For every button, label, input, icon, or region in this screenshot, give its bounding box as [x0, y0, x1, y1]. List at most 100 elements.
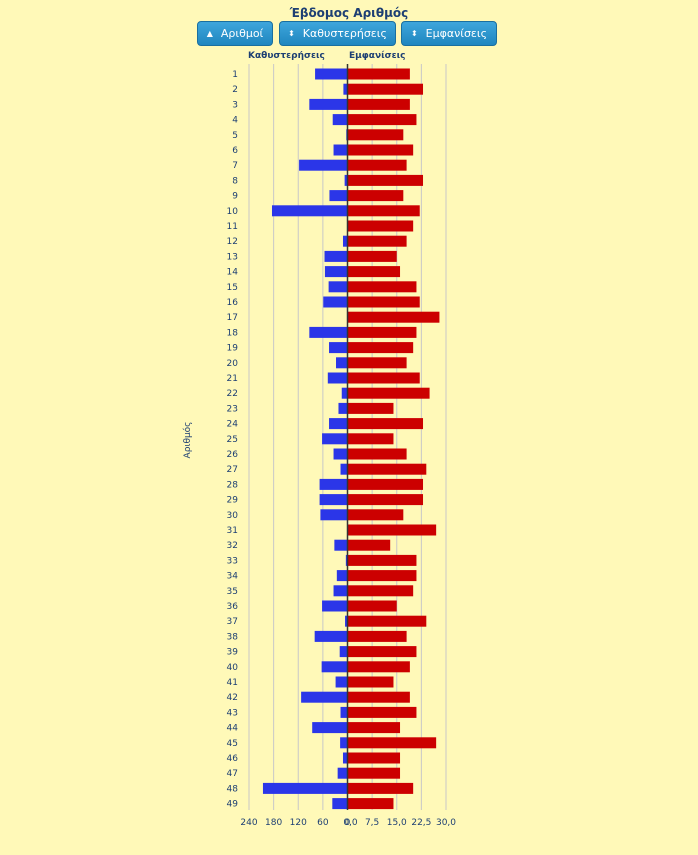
delay-bar	[309, 326, 348, 338]
appearance-bar	[347, 539, 391, 551]
category-label: 15	[227, 283, 238, 293]
delay-bar	[322, 600, 348, 612]
category-label: 8	[232, 176, 238, 186]
delays-column-header: Καθυστερήσεις	[248, 51, 325, 61]
appearance-bar	[347, 144, 414, 156]
appearance-bar	[347, 722, 401, 734]
category-label: 49	[227, 800, 239, 810]
appearance-bar	[347, 250, 397, 262]
category-label: 29	[227, 496, 239, 506]
category-label: 19	[227, 344, 239, 354]
sort-by-number-label: Αριθμοί	[220, 27, 264, 40]
appearance-bar	[347, 114, 417, 126]
appearance-bar	[347, 752, 401, 764]
appearance-bar	[347, 494, 424, 506]
delay-bar	[341, 387, 348, 399]
delay-bar	[332, 114, 348, 126]
appearance-bar	[347, 418, 424, 430]
delay-bar	[335, 676, 348, 688]
appearance-bar	[347, 798, 394, 810]
delay-bar	[322, 433, 348, 445]
category-label: 9	[232, 192, 238, 202]
delay-bar	[328, 281, 348, 293]
delay-bar	[343, 83, 348, 95]
category-label: 38	[227, 632, 239, 642]
delay-bar	[345, 554, 348, 566]
category-label: 25	[227, 435, 238, 445]
delay-bar	[334, 539, 348, 551]
appearance-bar	[347, 782, 414, 794]
category-label: 3	[232, 100, 238, 110]
category-label: 34	[227, 572, 239, 582]
delay-bar	[312, 722, 348, 734]
appearance-bar	[347, 68, 410, 80]
sort-icon: ⬍	[410, 29, 418, 38]
appearance-bar	[347, 585, 414, 597]
sort-by-number-button[interactable]: ▲ Αριθμοί	[197, 21, 273, 46]
category-label: 39	[227, 648, 239, 658]
category-label: 42	[227, 693, 238, 703]
appearance-bar	[347, 342, 414, 354]
appearance-bar	[347, 524, 437, 536]
category-label: 1	[232, 70, 238, 80]
category-label: 16	[227, 298, 239, 308]
sort-by-delays-button[interactable]: ⬍ Καθυστερήσεις	[279, 21, 396, 46]
appearance-bar	[347, 554, 417, 566]
appearance-bar	[347, 402, 394, 414]
delay-bar	[262, 782, 348, 794]
appearance-bar	[347, 706, 417, 718]
appearance-bar	[347, 83, 424, 95]
delay-bar	[329, 418, 348, 430]
category-label: 6	[232, 146, 238, 156]
delay-bar	[319, 494, 348, 506]
appearance-bar	[347, 326, 417, 338]
appearance-bar	[347, 600, 397, 612]
appearance-bar	[347, 691, 410, 703]
appearance-bar	[347, 463, 427, 475]
appearance-bar	[347, 387, 430, 399]
category-label: 35	[227, 587, 238, 597]
triangle-up-icon: ▲	[206, 29, 213, 38]
delay-bar	[338, 402, 348, 414]
appearance-bar	[347, 205, 420, 217]
appearance-bar	[347, 174, 424, 186]
category-label: 24	[227, 420, 239, 430]
delay-bar	[271, 205, 348, 217]
sort-by-delays-label: Καθυστερήσεις	[302, 27, 387, 40]
delay-bar	[315, 68, 348, 80]
appearance-bar	[347, 98, 410, 110]
delay-bar	[321, 661, 348, 673]
sort-by-appearances-label: Εμφανίσεις	[425, 27, 488, 40]
category-label: 7	[232, 161, 238, 171]
category-label: 28	[227, 480, 239, 490]
x-tick-label-appearances: 22,5	[411, 818, 431, 828]
appearance-bar	[347, 311, 440, 323]
delay-bar	[342, 235, 348, 247]
category-label: 12	[227, 237, 238, 247]
delay-bar	[345, 615, 348, 627]
category-label: 44	[227, 724, 239, 734]
appearance-bar	[347, 159, 407, 171]
delay-bar	[320, 509, 348, 521]
category-label: 46	[227, 754, 239, 764]
delay-bar	[329, 342, 348, 354]
delay-bar	[323, 296, 348, 308]
appearance-bar	[347, 357, 407, 369]
category-label: 17	[227, 313, 238, 323]
x-tick-label-delays: 120	[290, 818, 307, 828]
appearance-bar	[347, 478, 424, 490]
sort-by-appearances-button[interactable]: ⬍ Εμφανίσεις	[401, 21, 497, 46]
delay-bar	[332, 798, 348, 810]
category-label: 43	[227, 708, 238, 718]
sort-icon: ⬍	[288, 29, 295, 38]
delay-bar	[339, 646, 348, 658]
category-label: 13	[227, 252, 238, 262]
delay-bar	[340, 737, 348, 749]
appearance-bar	[347, 129, 404, 141]
category-label: 27	[227, 465, 238, 475]
appearance-bar	[347, 737, 437, 749]
appearance-bar	[347, 235, 407, 247]
category-label: 2	[232, 85, 238, 95]
delay-bar	[336, 570, 348, 582]
x-tick-label-appearances: 30,0	[436, 818, 456, 828]
